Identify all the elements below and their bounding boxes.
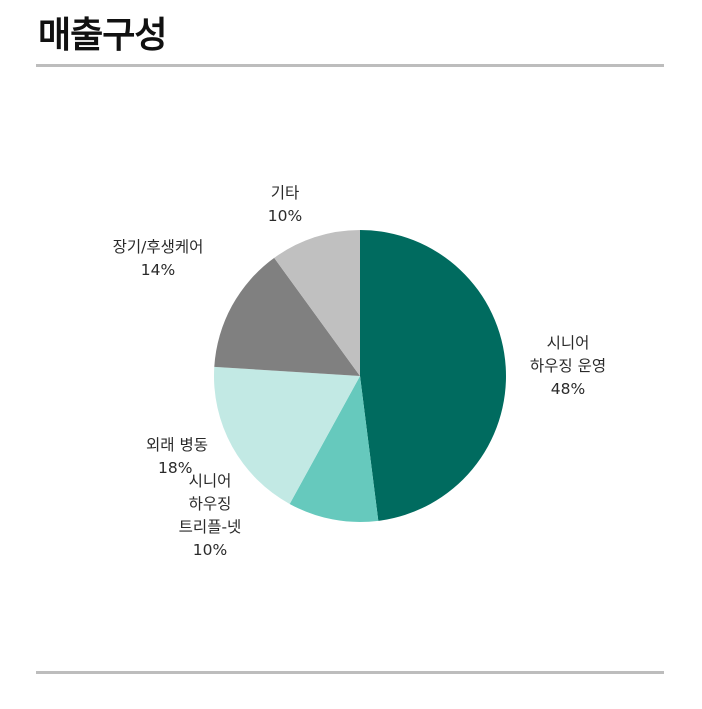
pie-slice-1 — [289, 376, 379, 522]
label-senior-housing-operation: 시니어 하우징 운영 48% — [518, 332, 618, 401]
bottom-divider — [36, 671, 664, 674]
page-title: 매출구성 — [38, 15, 167, 56]
title-divider — [36, 64, 664, 67]
label-long-term-care: 장기/후생케어 14% — [98, 236, 218, 282]
label-text: 하우징 — [188, 495, 232, 513]
label-text: 장기/후생케어 — [112, 238, 204, 256]
label-text: 외래 병동 — [146, 436, 208, 454]
pie-slice-0 — [360, 230, 507, 521]
pie-slice-2 — [214, 366, 360, 504]
label-text: 기타 — [270, 184, 300, 202]
label-outpatient: 외래 병동 18% — [132, 434, 222, 480]
label-other: 기타 10% — [255, 182, 315, 228]
label-text: 하우징 운영 — [529, 357, 607, 375]
label-percent: 48% — [550, 380, 586, 398]
label-percent: 14% — [140, 261, 176, 279]
label-percent: 18% — [158, 459, 193, 477]
label-senior-housing-triple-net: 시니어 하우징 트리플-넷 10% — [165, 470, 255, 562]
pie-slice-4 — [274, 230, 360, 376]
pie-slice-3 — [214, 257, 360, 376]
label-text: 트리플-넷 — [178, 518, 242, 536]
label-text: 시니어 — [546, 334, 590, 352]
label-text: 시니어 — [188, 472, 232, 490]
label-percent: 10% — [192, 541, 228, 559]
label-percent: 10% — [267, 207, 303, 225]
